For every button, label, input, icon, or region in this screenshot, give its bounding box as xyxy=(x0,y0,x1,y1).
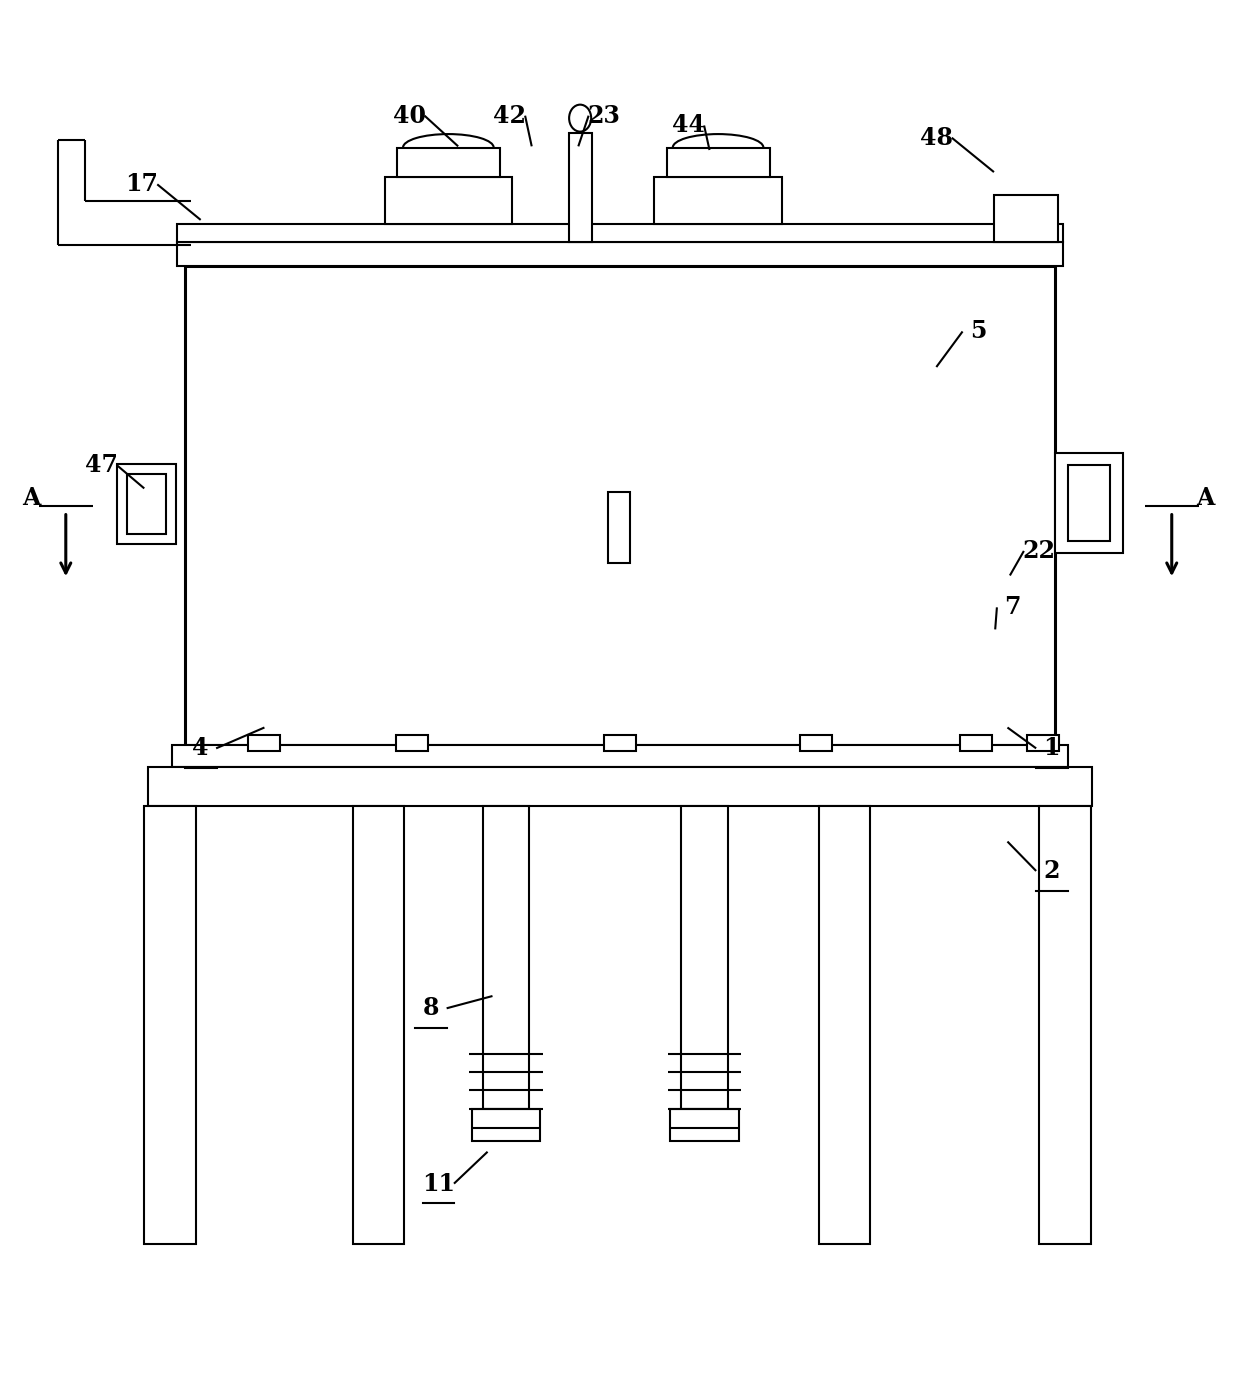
Bar xyxy=(396,735,428,750)
Text: 11: 11 xyxy=(422,1172,455,1196)
Text: 7: 7 xyxy=(1004,596,1021,619)
Text: 8: 8 xyxy=(423,996,439,1020)
Bar xyxy=(148,767,1092,805)
Bar xyxy=(144,805,196,1244)
Text: 48: 48 xyxy=(920,125,952,150)
Bar xyxy=(1039,805,1091,1244)
Text: 42: 42 xyxy=(494,103,526,128)
Text: A: A xyxy=(22,487,41,510)
Bar xyxy=(177,241,1063,266)
Bar xyxy=(671,1109,739,1140)
Bar xyxy=(604,735,636,750)
Text: 17: 17 xyxy=(125,172,159,196)
Bar xyxy=(800,735,832,750)
Bar xyxy=(568,132,591,241)
Bar xyxy=(482,805,529,1109)
Text: 2: 2 xyxy=(1043,859,1060,883)
Bar xyxy=(128,474,166,534)
Bar xyxy=(248,735,280,750)
Text: 40: 40 xyxy=(393,103,425,128)
Text: 44: 44 xyxy=(672,113,706,138)
Bar xyxy=(118,465,176,543)
Bar xyxy=(471,1109,541,1140)
Bar xyxy=(994,196,1058,241)
Bar xyxy=(681,805,728,1109)
Bar xyxy=(960,735,992,750)
Bar xyxy=(384,177,512,223)
Text: 5: 5 xyxy=(970,320,986,343)
Text: 4: 4 xyxy=(192,736,208,760)
Bar xyxy=(185,266,1055,745)
Bar xyxy=(352,805,404,1244)
Bar xyxy=(397,148,500,177)
Ellipse shape xyxy=(569,105,591,131)
Bar xyxy=(172,745,1068,767)
Bar xyxy=(177,223,1063,241)
Text: 1: 1 xyxy=(1043,736,1060,760)
Bar xyxy=(1055,452,1122,553)
Text: 23: 23 xyxy=(588,103,620,128)
Text: A: A xyxy=(1195,487,1214,510)
Bar xyxy=(1027,735,1059,750)
Bar xyxy=(667,148,770,177)
Bar xyxy=(1068,465,1111,541)
Bar xyxy=(818,805,870,1244)
Text: 47: 47 xyxy=(84,454,118,477)
Bar xyxy=(655,177,782,223)
Text: 22: 22 xyxy=(1023,539,1055,563)
Bar xyxy=(608,492,630,563)
